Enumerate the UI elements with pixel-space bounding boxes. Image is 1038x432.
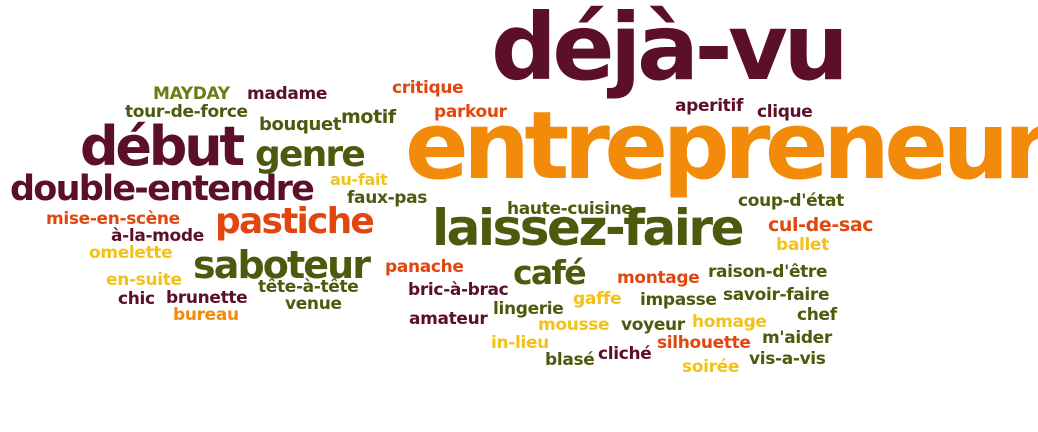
word-double-entendre: double-entendre bbox=[10, 169, 315, 209]
word-vis-a-vis: vis-a-vis bbox=[749, 349, 826, 369]
word-saboteur: saboteur bbox=[193, 243, 371, 287]
word-cul-de-sac: cul-de-sac bbox=[768, 214, 874, 236]
word-soiree: soirée bbox=[682, 357, 740, 377]
word-m-aider: m'aider bbox=[762, 328, 832, 348]
word-tour-de-force: tour-de-force bbox=[125, 102, 248, 122]
word-brunette: brunette bbox=[166, 288, 248, 308]
word-pastiche: pastiche bbox=[215, 201, 375, 242]
word-tete-a-tete: tête-à-tête bbox=[258, 277, 359, 297]
word-silhouette: silhouette bbox=[657, 333, 751, 353]
word-en-suite: en-suite bbox=[106, 270, 182, 290]
word-venue: venue bbox=[285, 294, 342, 314]
word-ballet: ballet bbox=[776, 235, 829, 255]
word-motif: motif bbox=[341, 106, 396, 128]
word-mise-en-scene: mise-en-scène bbox=[46, 209, 180, 229]
word-savoir-faire: savoir-faire bbox=[723, 285, 830, 305]
word-lingerie: lingerie bbox=[493, 299, 564, 319]
word-raison-d-etre: raison-d'être bbox=[708, 262, 828, 282]
word-cliche: cliché bbox=[598, 344, 652, 364]
word-laissez-faire: laissez-faire bbox=[432, 199, 745, 257]
word-faux-pas: faux-pas bbox=[347, 188, 428, 208]
word-a-la-mode: à-la-mode bbox=[111, 226, 204, 246]
word-panache: panache bbox=[385, 257, 464, 277]
word-in-lieu: in-lieu bbox=[491, 333, 549, 353]
word-clique: clique bbox=[757, 102, 813, 122]
word-cafe: café bbox=[513, 253, 587, 292]
word-montage: montage bbox=[617, 268, 700, 288]
word-voyeur: voyeur bbox=[621, 315, 685, 335]
word-bouquet: bouquet bbox=[259, 114, 342, 135]
word-mousse: mousse bbox=[538, 315, 610, 335]
word-blase: blasé bbox=[545, 350, 595, 370]
word-debut: début bbox=[80, 115, 245, 178]
word-aperitif: aperitif bbox=[675, 96, 744, 116]
word-genre: genre bbox=[255, 134, 366, 175]
word-mayday: MAYDAY bbox=[153, 84, 230, 104]
word-parkour: parkour bbox=[434, 102, 507, 122]
word-gaffe: gaffe bbox=[573, 289, 622, 309]
word-chic: chic bbox=[118, 289, 155, 309]
word-omelette: omelette bbox=[89, 243, 173, 263]
word-bric-a-brac: bric-à-brac bbox=[408, 280, 509, 300]
word-bureau: bureau bbox=[173, 305, 239, 325]
word-chef: chef bbox=[797, 305, 837, 325]
word-critique: critique bbox=[392, 78, 464, 98]
word-haute-cuisine: haute-cuisine bbox=[507, 199, 633, 219]
word-homage: homage bbox=[692, 312, 767, 332]
word-au-fait: au-fait bbox=[330, 170, 388, 189]
word-impasse: impasse bbox=[640, 290, 717, 310]
word-entrepreneur: entrepreneur bbox=[405, 92, 1038, 201]
word-amateur: amateur bbox=[409, 309, 488, 329]
word-coup-d-etat: coup-d'état bbox=[738, 191, 844, 211]
word-deja-vu: déjà-vu bbox=[491, 0, 849, 101]
word-madame: madame bbox=[247, 84, 328, 104]
